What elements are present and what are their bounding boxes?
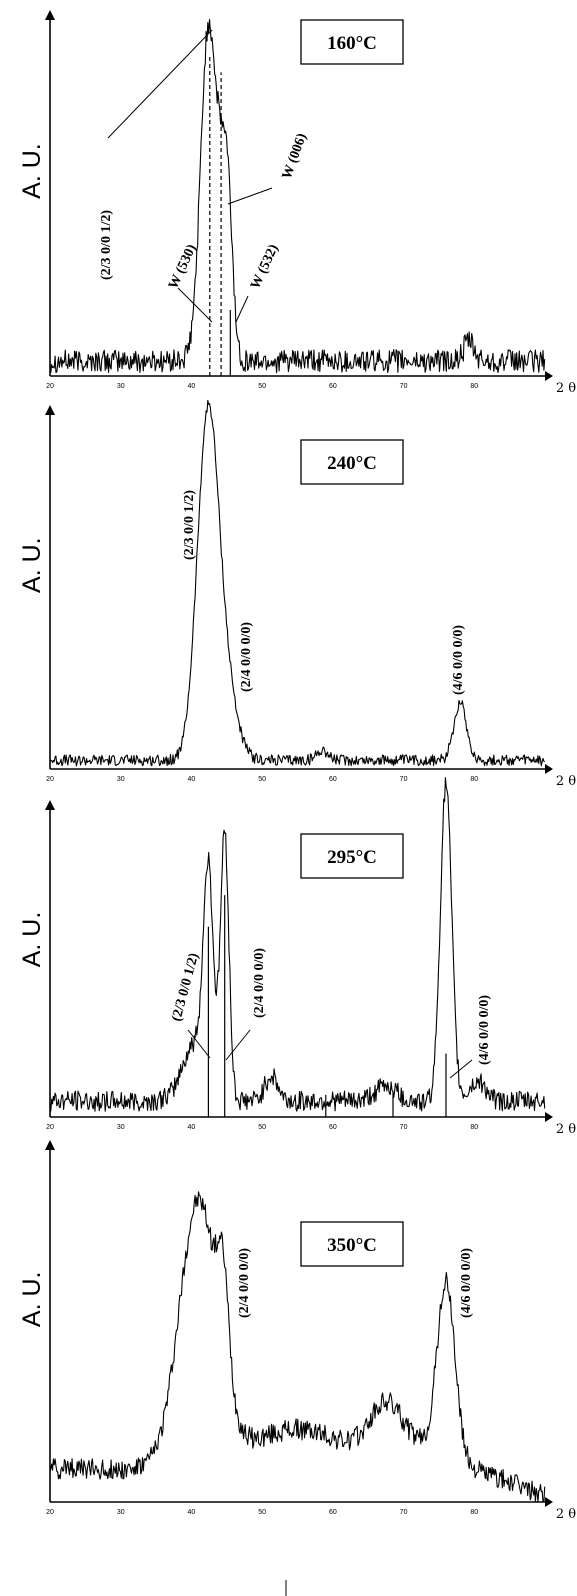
x-axis-arrow-icon [545,1497,553,1507]
panel-title: 160°C [327,33,377,54]
annotation-leader [449,1059,473,1079]
x-tick-label: 80 [470,383,478,390]
y-axis-arrow-icon [45,10,55,20]
y-axis-label: A. U. [18,143,46,199]
x-tick-label: 30 [117,1124,125,1131]
x-tick-label: 20 [46,1124,54,1131]
peak-annotation: (2/4 0/0 0/0) [252,948,267,1018]
x-tick-label: 30 [117,383,125,390]
panel-title-box [300,439,404,485]
y-axis-label: A. U. [18,537,46,593]
x-axis-label: 2 θ [556,774,576,789]
panel-title: 295°C [327,847,377,868]
spectrum-line [49,19,546,374]
chart-panel-2: 20 30 40 50 60 70 80 2 θ A. U. 240°C (2/3 0/0 1/2)… [18,399,576,789]
peak-annotation: (2/4 0/0 0/0) [239,622,254,692]
y-axis-arrow-icon [45,800,55,810]
peak-annotation: W (532) [248,242,282,292]
x-axis-label: 2 θ [556,381,576,396]
x-tick-label: 20 [46,1509,54,1516]
annotation-leader [187,1029,211,1059]
y-axis-arrow-icon [45,1140,55,1150]
spectrum-line [49,399,546,767]
peak-annotation: (4/6 0/0 0/0) [451,625,466,695]
x-axis-arrow-icon [545,371,553,381]
y-axis-label: A. U. [18,912,46,968]
annotation-leader [235,295,249,323]
x-tick-label: 70 [400,1509,408,1516]
chart-panel-1: 20 30 40 50 60 70 80 2 θ A. U. 160°C (2/3 0/0 1/2)… [18,10,576,396]
annotation-leader [107,29,213,139]
x-tick-label: 80 [470,776,478,783]
peak-annotation: (4/6 0/0 0/0) [477,995,492,1065]
x-tick-label: 80 [470,1124,478,1131]
peak-annotation: (2/3 0/0 1/2) [182,490,197,560]
x-tick-label: 50 [258,776,266,783]
chart-panel-3: 20 30 40 50 60 70 80 2 θ A. U. 295°C (2/3 0/0 1/2)… [18,777,576,1137]
spectrum-line [49,1191,546,1503]
x-tick-label: 50 [258,1124,266,1131]
x-axis-label: 2 θ [556,1507,576,1522]
peak-annotation: (4/6 0/0 0/0) [459,1248,474,1318]
annotation-leader [225,1029,251,1061]
x-tick-label: 50 [258,383,266,390]
x-tick-label: 40 [188,383,196,390]
x-tick-label: 20 [46,776,54,783]
x-tick-label: 60 [329,776,337,783]
y-axis-label: A. U. [18,1271,46,1327]
x-axis-arrow-icon [545,764,553,774]
chart-panels: 20 30 40 50 60 70 80 2 θ A. U. 160°C (2/3 0/0 1/2)… [18,10,576,1522]
x-tick-label: 30 [117,776,125,783]
x-tick-label: 60 [329,1509,337,1516]
x-tick-label: 60 [329,1124,337,1131]
x-axis-arrow-icon [545,1112,553,1122]
annotation-leader [177,287,213,323]
y-axis-arrow-icon [45,405,55,415]
peak-annotation: W (006) [280,131,310,181]
panel-title-box [300,1221,404,1267]
panel-title-box [300,19,404,65]
x-tick-label: 70 [400,1124,408,1131]
x-tick-label: 70 [400,383,408,390]
x-tick-label: 20 [46,383,54,390]
x-tick-label: 70 [400,776,408,783]
x-tick-label: 40 [188,1124,196,1131]
panel-title: 350°C [327,1235,377,1256]
peak-annotation: (2/4 0/0 0/0) [237,1248,252,1318]
panel-title-box [300,833,404,879]
chart-panel-4: 20 30 40 50 60 70 80 2 θ A. U. 350°C (2/4 0/0 0/0)… [18,1140,576,1522]
spectrum-line [49,777,546,1112]
x-axis-label: 2 θ [556,1122,576,1137]
x-tick-label: 40 [188,1509,196,1516]
x-tick-label: 50 [258,1509,266,1516]
panel-title: 240°C [327,453,377,474]
x-tick-label: 40 [188,776,196,783]
x-tick-label: 80 [470,1509,478,1516]
peak-annotation: (2/3 0/0 1/2) [99,210,114,280]
peak-annotation: (2/3 0/0 1/2) [169,951,202,1023]
x-tick-label: 30 [117,1509,125,1516]
x-tick-label: 60 [329,383,337,390]
annotation-leader [227,187,273,205]
